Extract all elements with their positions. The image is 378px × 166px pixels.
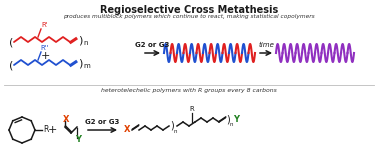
- Text: (: (: [9, 60, 13, 70]
- Text: +: +: [40, 51, 50, 61]
- Text: Y: Y: [233, 116, 239, 124]
- Text: X: X: [63, 116, 70, 124]
- Text: n: n: [174, 129, 178, 134]
- Text: ): ): [226, 114, 230, 124]
- Text: X: X: [124, 125, 130, 134]
- Text: ): ): [170, 121, 174, 131]
- Text: R': R': [41, 22, 48, 28]
- Text: R: R: [43, 125, 48, 134]
- Text: R'': R'': [40, 45, 48, 51]
- Text: Regioselective Cross Metathesis: Regioselective Cross Metathesis: [100, 5, 278, 15]
- Text: Y: Y: [75, 134, 81, 143]
- Text: G2 or G3: G2 or G3: [135, 42, 170, 48]
- Text: n: n: [83, 40, 87, 46]
- Text: produces multiblock polymers which continue to react, making statistical copolym: produces multiblock polymers which conti…: [63, 14, 315, 19]
- Text: ): ): [78, 58, 82, 68]
- Text: +: +: [47, 125, 57, 135]
- Text: time: time: [258, 42, 274, 48]
- Text: m: m: [83, 63, 90, 69]
- Text: (: (: [9, 37, 13, 47]
- Text: G2 or G3: G2 or G3: [85, 119, 120, 125]
- Text: n: n: [230, 122, 234, 127]
- Text: heterotelechelic polymers with R groups every 8 carbons: heterotelechelic polymers with R groups …: [101, 88, 277, 93]
- Text: R: R: [190, 106, 194, 112]
- Text: ): ): [78, 35, 82, 45]
